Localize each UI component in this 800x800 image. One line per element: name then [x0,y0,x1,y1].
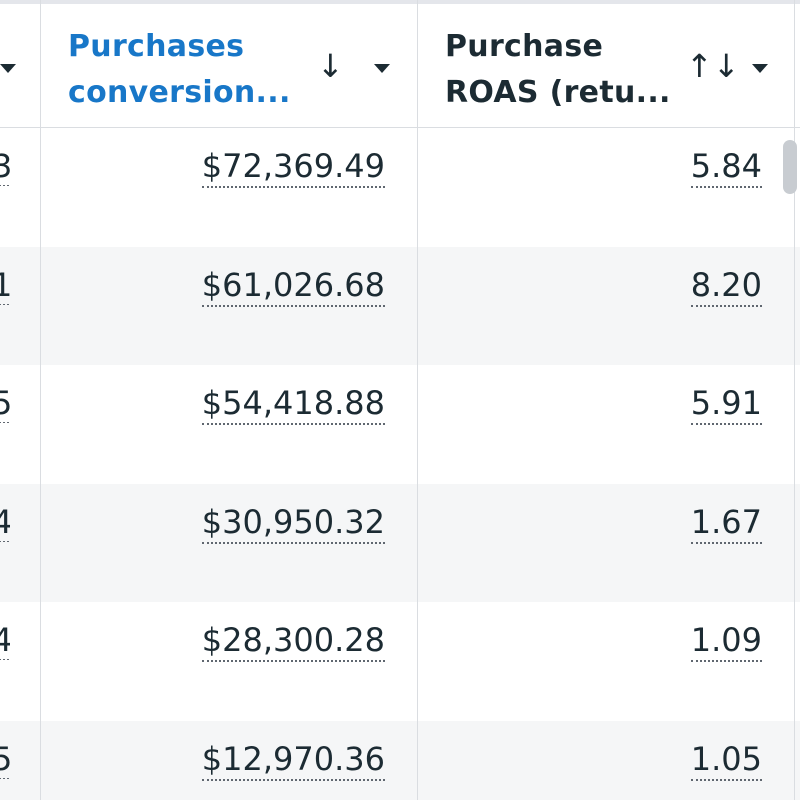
header-cell-previous-column[interactable] [0,0,40,127]
cell-purchases-conversion: $72,369.49 [41,128,417,246]
chevron-down-icon[interactable] [0,64,16,73]
column-title-purchases-conversion[interactable]: Purchases conversion... [68,24,298,116]
column-title-line-1: Purchases [68,29,245,64]
header-top-border [0,0,800,4]
sort-both-icon[interactable]: ↑↓ [686,47,740,85]
cell-previous-value[interactable]: 4 [0,502,10,542]
purchases-conversion-value[interactable]: $12,970.36 [201,739,385,781]
value-text: $30,950.32 [201,502,385,544]
value-text: 4 [0,621,10,660]
column-title-line-1: Purchase [445,29,604,64]
table-row[interactable]: 3 $72,369.49 5.84 [0,128,800,246]
cell-purchases-conversion: $54,418.88 [41,365,417,483]
table-row[interactable]: 5 $54,418.88 5.91 [0,365,800,483]
purchase-roas-value[interactable]: 5.91 [690,383,762,425]
cell-purchases-conversion: $30,950.32 [41,484,417,602]
purchases-conversion-value[interactable]: $72,369.49 [201,146,385,188]
column-title-line-2: conversion... [68,75,291,110]
header-cell-purchase-roas[interactable]: Purchase ROAS (retu... ↑↓ [418,0,794,127]
cell-purchase-roas: 1.67 [418,484,794,602]
cell-purchase-roas: 8.20 [418,247,794,365]
column-title-purchase-roas[interactable]: Purchase ROAS (retu... [445,24,675,116]
table-row[interactable]: 5 $12,970.36 1.05 [0,720,800,800]
value-text: $28,300.28 [201,621,385,662]
table-row[interactable]: 1 $61,026.68 8.20 [0,246,800,365]
arrow-down-icon[interactable]: ↓ [317,47,344,85]
purchases-conversion-value[interactable]: $28,300.28 [201,620,385,662]
cell-previous-column: 3 [0,128,40,246]
cell-purchase-roas: 1.05 [418,721,794,800]
value-text: 1 [0,265,10,305]
purchase-roas-value[interactable]: 1.67 [690,502,762,544]
table-row[interactable]: 4 $28,300.28 1.09 [0,602,800,720]
purchase-roas-value[interactable]: 8.20 [690,265,762,307]
value-text: $54,418.88 [201,384,385,425]
value-text: 5 [0,739,10,779]
value-text: 5.91 [690,384,762,425]
cell-previous-column: 1 [0,247,40,365]
cell-purchases-conversion: $61,026.68 [41,247,417,365]
column-title-line-2: ROAS (retu... [445,75,671,110]
cell-purchase-roas: 5.84 [418,128,794,246]
cell-previous-value[interactable]: 1 [0,265,10,305]
purchases-conversion-value[interactable]: $30,950.32 [201,502,385,544]
chevron-down-icon[interactable] [752,64,768,73]
purchases-conversion-value[interactable]: $54,418.88 [201,383,385,425]
value-text: $61,026.68 [201,265,385,307]
cell-previous-value[interactable]: 3 [0,146,10,186]
purchase-roas-value[interactable]: 1.05 [690,739,762,781]
value-text: 1.05 [690,739,762,781]
header-cell-purchases-conversion[interactable]: Purchases conversion... ↓ [41,0,417,127]
value-text: 8.20 [690,265,762,307]
value-text: 1.67 [690,502,762,544]
chevron-down-icon[interactable] [374,64,390,73]
value-text: 5 [0,384,10,423]
value-text: $72,369.49 [201,147,385,188]
cell-purchase-roas: 5.91 [418,365,794,483]
cell-purchase-roas: 1.09 [418,602,794,720]
value-text: 3 [0,147,10,186]
table-header: Purchases conversion... ↓ Purchase ROAS … [0,0,800,128]
column-divider [40,0,41,800]
purchase-roas-value[interactable]: 1.09 [690,620,762,662]
cell-previous-column: 5 [0,365,40,483]
value-text: 4 [0,502,10,542]
cell-previous-column: 5 [0,721,40,800]
cell-purchases-conversion: $28,300.28 [41,602,417,720]
table-row[interactable]: 4 $30,950.32 1.67 [0,483,800,602]
column-divider [794,0,795,800]
value-text: 5.84 [690,147,762,188]
vertical-scrollbar-thumb[interactable] [783,140,797,194]
cell-previous-value[interactable]: 5 [0,739,10,779]
purchase-roas-value[interactable]: 5.84 [690,146,762,188]
cell-previous-value[interactable]: 5 [0,383,10,423]
column-divider [417,0,418,800]
purchases-conversion-value[interactable]: $61,026.68 [201,265,385,307]
value-text: 1.09 [690,621,762,662]
cell-purchases-conversion: $12,970.36 [41,721,417,800]
value-text: $12,970.36 [201,739,385,781]
cell-previous-value[interactable]: 4 [0,620,10,660]
cell-previous-column: 4 [0,602,40,720]
cell-previous-column: 4 [0,484,40,602]
